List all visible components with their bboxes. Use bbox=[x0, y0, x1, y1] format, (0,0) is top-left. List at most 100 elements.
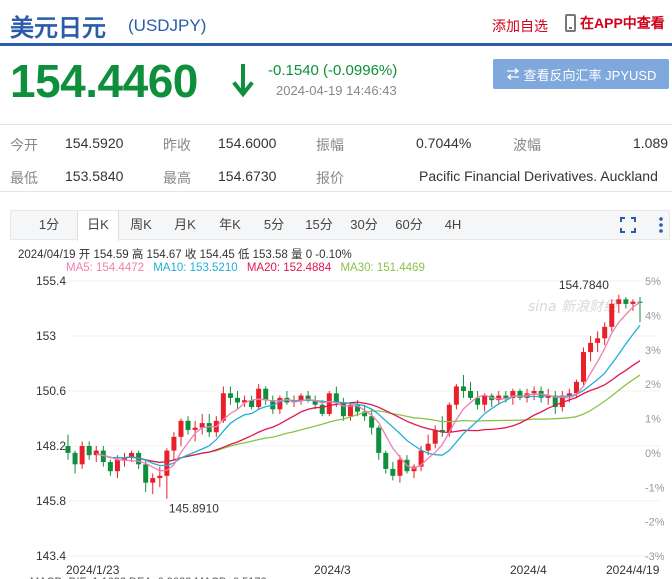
y-tick-label: 148.2 bbox=[36, 439, 66, 453]
pct-tick-label: -3% bbox=[645, 551, 665, 563]
candle-body bbox=[114, 459, 120, 472]
more-icon[interactable] bbox=[656, 216, 666, 234]
candle-body bbox=[588, 342, 594, 353]
candle-body bbox=[383, 452, 389, 469]
candle-body bbox=[418, 450, 424, 467]
tab-4h[interactable]: 4H bbox=[444, 217, 462, 232]
candle-body bbox=[199, 423, 205, 428]
candle-body bbox=[595, 338, 601, 343]
period-toolbar: 1分 日K 周K 月K 年K 5分 15分 30分 60分 4H bbox=[10, 210, 670, 241]
candle-body bbox=[630, 301, 636, 304]
low-label: 最低 bbox=[10, 170, 38, 186]
reverse-rate-label: 查看反向汇率 JPYUSD bbox=[523, 67, 657, 83]
pct-tick-label: 0% bbox=[645, 448, 661, 460]
candle-body bbox=[425, 443, 431, 451]
header-bar: 美元日元 (USDJPY) 添加自选 在APP中查看 bbox=[0, 0, 672, 46]
symbol-code: (USDJPY) bbox=[128, 16, 207, 35]
candle-body bbox=[355, 404, 361, 412]
candle-body bbox=[319, 404, 325, 414]
y-tick-label: 153 bbox=[36, 329, 56, 343]
candle-body bbox=[333, 393, 339, 403]
candle-body bbox=[362, 411, 368, 417]
pct-tick-label: 4% bbox=[645, 310, 661, 322]
candle-body bbox=[178, 420, 184, 437]
add-watchlist-link[interactable]: 添加自选 bbox=[492, 18, 548, 34]
tab-yearly[interactable]: 年K bbox=[219, 217, 241, 232]
wave-value: 1.089 bbox=[633, 135, 669, 151]
ma5-legend: MA5: 154.4472 bbox=[66, 262, 145, 274]
ma10-legend: MA10: 153.5210 bbox=[153, 262, 238, 274]
tab-1min[interactable]: 1分 bbox=[38, 217, 60, 232]
page-title: 美元日元 bbox=[10, 14, 106, 42]
ma30-legend: MA30: 151.4469 bbox=[340, 262, 425, 274]
kline-chart[interactable]: 155.4 153 150.6 148.2 145.8 143.4 5% 4% 3% 2% 1% 0%… bbox=[0, 275, 672, 579]
tab-5min[interactable]: 5分 bbox=[263, 217, 285, 232]
candle-body bbox=[552, 395, 558, 408]
quote-source-label: 报价 bbox=[316, 170, 344, 186]
candle-body bbox=[220, 393, 226, 421]
phone-icon bbox=[565, 14, 576, 32]
candle-body bbox=[326, 393, 332, 414]
candle-body bbox=[234, 397, 240, 403]
stats-table: 今开 154.5920 昨收 154.6000 振幅 0.7044% 波幅 1.… bbox=[0, 124, 672, 192]
high-value: 154.6730 bbox=[218, 168, 277, 184]
pct-tick-label: -1% bbox=[645, 482, 665, 494]
candle-body bbox=[65, 446, 71, 453]
reverse-rate-button[interactable]: 查看反向汇率 JPYUSD bbox=[493, 59, 669, 89]
swap-icon bbox=[506, 68, 519, 80]
open-in-app-label: 在APP中查看 bbox=[580, 15, 665, 31]
prev-close-value: 154.6000 bbox=[218, 135, 277, 151]
open-label: 今开 bbox=[10, 137, 38, 153]
ma5-line bbox=[96, 301, 641, 472]
candle-body bbox=[143, 464, 149, 483]
tab-monthly[interactable]: 月K bbox=[174, 217, 196, 232]
candle-body bbox=[150, 478, 156, 483]
candle-body bbox=[277, 397, 283, 410]
candle-body bbox=[340, 402, 346, 417]
candle-body bbox=[432, 429, 438, 444]
candle-body bbox=[185, 420, 191, 430]
pct-tick-label: 2% bbox=[645, 379, 661, 391]
open-in-app-link[interactable]: 在APP中查看 bbox=[565, 13, 665, 33]
tab-15min[interactable]: 15分 bbox=[305, 217, 333, 232]
pct-tick-label: -2% bbox=[645, 517, 665, 529]
candle-body bbox=[517, 391, 523, 398]
macd-strip: MACD: DIF: 1.1622 DEA: 0.9033 MACD: 0.51… bbox=[30, 576, 267, 579]
y-tick-label: 150.6 bbox=[36, 384, 66, 398]
ohlc-legend: 2024/04/19 开 154.59 高 154.67 收 154.45 低 … bbox=[18, 249, 352, 261]
candle-body bbox=[446, 404, 452, 433]
candle-body bbox=[637, 301, 643, 303]
candle-body bbox=[107, 462, 113, 472]
candle-body bbox=[347, 404, 353, 417]
tab-30min[interactable]: 30分 bbox=[350, 217, 378, 232]
quote-source-value: Pacific Financial Derivatives. Auckland bbox=[419, 168, 658, 184]
x-tick-label: 2024/4/19 bbox=[606, 563, 660, 577]
watermark: sina 新浪财经 bbox=[528, 299, 619, 315]
candle-body bbox=[531, 391, 537, 394]
low-value: 153.5840 bbox=[65, 168, 124, 184]
candle-body bbox=[157, 475, 163, 479]
candle-body bbox=[609, 303, 615, 327]
candle-body bbox=[206, 423, 212, 433]
candle-body bbox=[305, 395, 311, 401]
candle-body bbox=[93, 450, 99, 456]
y-tick-label: 155.4 bbox=[36, 275, 66, 288]
candle-body bbox=[249, 400, 255, 408]
tab-weekly[interactable]: 周K bbox=[130, 217, 152, 232]
ma20-line bbox=[96, 360, 641, 464]
candle-body bbox=[460, 386, 466, 391]
tab-60min[interactable]: 60分 bbox=[395, 217, 423, 232]
candle-body bbox=[369, 416, 375, 428]
price-change: -0.1540 (-0.0996%) bbox=[268, 62, 398, 79]
pct-tick-label: 1% bbox=[645, 414, 661, 426]
candle-body bbox=[616, 299, 622, 304]
pct-tick-label: 3% bbox=[645, 345, 661, 357]
candle-body bbox=[573, 381, 579, 394]
quote-area: 154.4460 -0.1540 (-0.0996%) 2024-04-19 1… bbox=[0, 52, 672, 116]
candle-body bbox=[298, 395, 304, 401]
fullscreen-icon[interactable] bbox=[620, 217, 636, 233]
candle-body bbox=[227, 393, 233, 398]
candle-body bbox=[510, 391, 516, 398]
tab-daily[interactable]: 日K bbox=[77, 211, 119, 241]
high-label: 最高 bbox=[163, 170, 191, 186]
